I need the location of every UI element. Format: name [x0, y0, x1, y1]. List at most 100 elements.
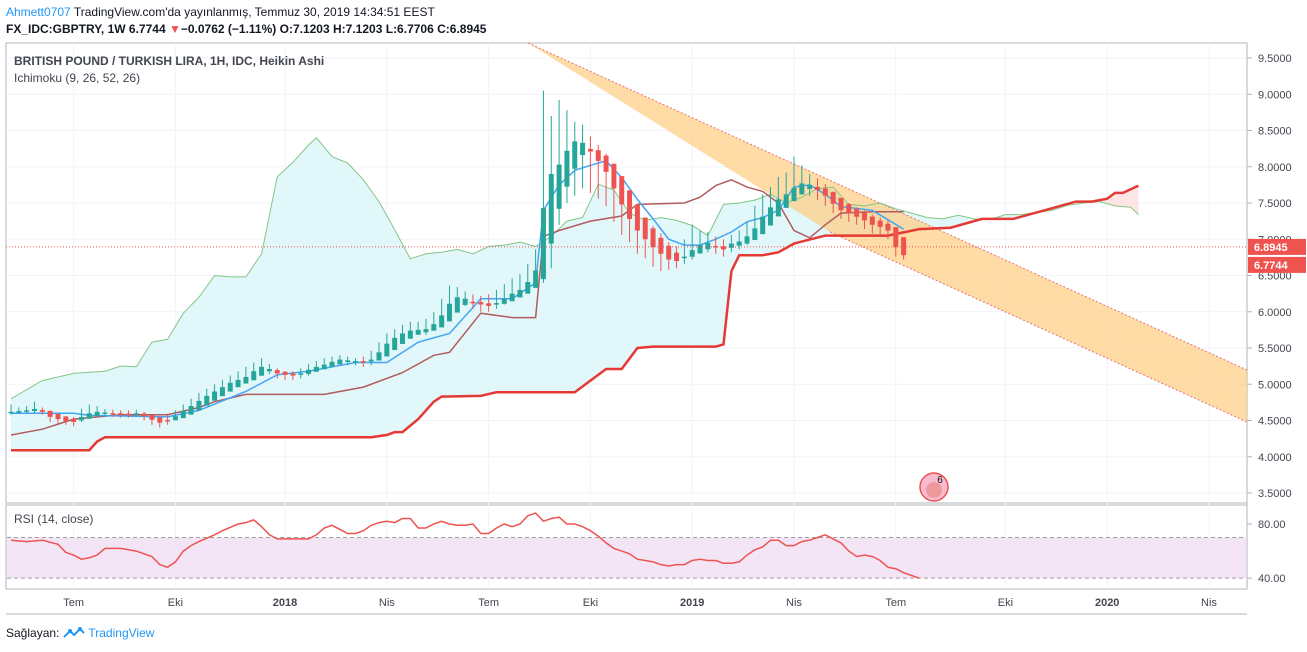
- time-tick-label: Nis: [1201, 597, 1217, 609]
- candle-body: [556, 164, 562, 209]
- price-tick-label: 3.5000: [1258, 488, 1292, 500]
- open-value: O:7.1203: [279, 22, 330, 36]
- candle-body: [838, 197, 844, 211]
- candle-body: [39, 409, 45, 412]
- candle-body: [337, 359, 343, 365]
- close-value: C:6.8945: [437, 22, 487, 36]
- candle-body: [235, 379, 241, 388]
- author-link[interactable]: Ahmett0707: [6, 5, 71, 19]
- candle-body: [697, 245, 703, 254]
- chart-title: BRITISH POUND / TURKISH LIRA, 1H, IDC, H…: [14, 54, 324, 68]
- candle-body: [760, 216, 766, 235]
- candle-body: [721, 246, 727, 250]
- event-count: 6: [937, 475, 943, 486]
- candle-body: [580, 142, 586, 156]
- candle-body: [251, 371, 257, 381]
- candle-body: [493, 303, 499, 305]
- price-label-box: [1248, 238, 1306, 255]
- time-tick-label: Eki: [583, 597, 598, 609]
- time-tick-label: 2019: [680, 597, 704, 609]
- candle-body: [634, 204, 640, 231]
- candle-body: [133, 413, 139, 415]
- candle-body: [548, 174, 554, 244]
- candle-body: [877, 220, 883, 227]
- candle-body: [313, 366, 319, 372]
- flag-icon-inner: [926, 482, 942, 498]
- candle-body: [572, 141, 578, 169]
- price-label-text: 6.7744: [1254, 260, 1289, 272]
- candle-body: [415, 329, 421, 335]
- candle-body: [446, 303, 452, 322]
- candle-body: [55, 413, 61, 420]
- candle-body: [165, 419, 171, 422]
- candle-body: [501, 298, 507, 304]
- high-value: H:7.1203: [333, 22, 383, 36]
- time-tick-label: 2018: [273, 597, 297, 609]
- candle-body: [196, 400, 202, 411]
- price-axis[interactable]: 9.50009.00008.50008.00007.50007.00006.50…: [1247, 53, 1306, 500]
- candle-body: [423, 329, 429, 333]
- candle-body: [78, 416, 84, 421]
- candle-body: [533, 270, 539, 288]
- price-tick-label: 9.0000: [1258, 89, 1292, 101]
- candle-body: [689, 250, 695, 257]
- candle-body: [564, 150, 570, 187]
- candle-body: [830, 192, 836, 204]
- candle-body: [266, 369, 272, 372]
- candle-body: [525, 282, 531, 294]
- price-tick-label: 9.5000: [1258, 53, 1292, 65]
- candle-body: [752, 228, 758, 240]
- publish-info: Ahmett0707 TradingView.com'da yayınlanmı…: [6, 5, 435, 19]
- candle-body: [47, 410, 53, 417]
- candle-body: [149, 414, 155, 420]
- candle-body: [854, 208, 860, 217]
- candle-body: [298, 373, 304, 375]
- candle-body: [243, 377, 249, 384]
- candle-body: [736, 241, 742, 246]
- time-tick-label: Tem: [885, 597, 906, 609]
- price-tick-label: 8.0000: [1258, 162, 1292, 174]
- candle-body: [822, 188, 828, 196]
- candle-body: [807, 184, 813, 189]
- candle-body: [509, 293, 515, 302]
- price-tick-label: 4.5000: [1258, 416, 1292, 428]
- price-tick-label: 5.5000: [1258, 343, 1292, 355]
- candle-body: [611, 163, 617, 189]
- time-tick-label: Nis: [786, 597, 802, 609]
- candle-body: [102, 412, 108, 415]
- event-badge[interactable]: 6: [919, 472, 949, 502]
- candle-body: [666, 245, 672, 260]
- time-tick-label: Tem: [478, 597, 499, 609]
- candle-body: [540, 208, 546, 280]
- candle-body: [869, 216, 875, 225]
- candle-body: [650, 228, 656, 248]
- ohlc-line: FX_IDC:GBPTRY, 1W 6.7744 ▼−0.0762 (−1.11…: [6, 22, 486, 36]
- time-tick-label: Eki: [168, 597, 183, 609]
- indicator-label: Ichimoku (9, 26, 52, 26): [14, 71, 140, 85]
- price-label-text: 6.8945: [1254, 242, 1288, 254]
- rsi-band: [7, 537, 1246, 579]
- candle-body: [658, 237, 664, 254]
- candle-body: [885, 223, 891, 231]
- candle-body: [384, 343, 390, 357]
- candle-body: [799, 183, 805, 195]
- candles: [8, 90, 907, 428]
- candle-body: [478, 302, 484, 305]
- candle-body: [400, 333, 405, 344]
- candle-body: [71, 418, 77, 422]
- candle-body: [24, 410, 30, 412]
- channel-lower-line: [829, 231, 1248, 423]
- candle-body: [486, 303, 492, 306]
- time-axis[interactable]: Tem Eki 2018 Nis Tem Eki 2019 Nis Tem Eki 2020 Nis: [63, 597, 1217, 609]
- candle-body: [376, 352, 382, 361]
- candle-body: [728, 243, 734, 248]
- price-tick-label: 4.0000: [1258, 452, 1292, 464]
- rsi-line: [10, 512, 920, 579]
- cloud-fill: [1040, 185, 1139, 215]
- tradingview-link[interactable]: TradingView: [63, 626, 154, 640]
- rsi-label: RSI (14, close): [14, 512, 93, 526]
- candle-body: [353, 361, 359, 363]
- price-tick-label: 5.0000: [1258, 379, 1292, 391]
- candle-body: [63, 416, 69, 422]
